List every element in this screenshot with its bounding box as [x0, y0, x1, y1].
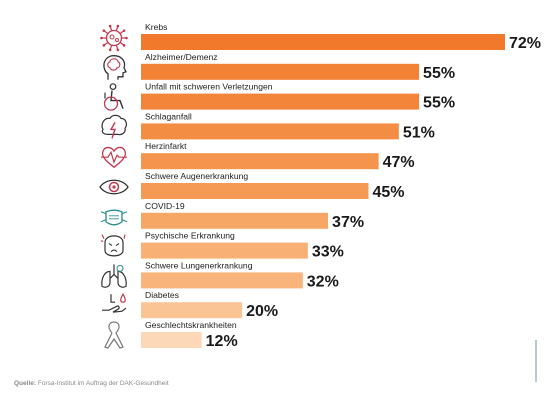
distressed-face-icon: [100, 234, 126, 257]
awareness-ribbon-icon: [104, 321, 124, 349]
bar: [141, 332, 202, 348]
value-label: 33%: [312, 244, 344, 261]
value-label: 51%: [403, 124, 435, 141]
brain-lightning-icon: [101, 114, 127, 139]
category-label: Geschlechtskrankheiten: [145, 320, 237, 330]
source-note: Quelle: Forsa-Institut im Auftrag der DA…: [14, 380, 169, 387]
value-label: 72%: [509, 35, 541, 52]
bar: [141, 212, 329, 229]
bar: [141, 153, 379, 170]
heart-pulse-icon: [101, 146, 127, 169]
bar: [141, 242, 308, 259]
value-label: 32%: [307, 273, 339, 290]
bar: [141, 272, 303, 289]
value-label: 45%: [373, 184, 405, 201]
cancer-cell-icon: [100, 24, 128, 52]
category-label: COVID-19: [145, 201, 185, 211]
category-label: Diabetes: [145, 290, 179, 300]
value-label: 47%: [383, 154, 415, 171]
category-label: Schwere Lungenerkrankung: [145, 260, 253, 270]
value-label: 55%: [423, 65, 455, 82]
category-label: Psychische Erkrankung: [145, 231, 235, 241]
decorative-rule: [535, 340, 537, 382]
source-label: Quelle:: [14, 380, 37, 387]
value-label: 37%: [332, 214, 364, 231]
bar: [141, 34, 505, 50]
category-label: Schlaganfall: [145, 111, 192, 121]
category-label: Schwere Augenerkrankung: [145, 171, 248, 181]
lungs-icon: [101, 264, 127, 288]
bar: [141, 183, 369, 199]
category-label: Krebs: [145, 22, 167, 32]
hand-droplet-icon: [102, 293, 127, 313]
value-label: 55%: [423, 95, 455, 112]
eye-icon: [99, 179, 129, 195]
source-text: Forsa-Institut im Auftrag der DAK-Gesund…: [37, 380, 169, 387]
brain-head-icon: [103, 55, 127, 80]
bar: [141, 123, 399, 140]
value-label: 20%: [246, 303, 278, 320]
bar: [141, 302, 243, 319]
category-label: Unfall mit schweren Verletzungen: [145, 82, 273, 92]
wheelchair-icon: [103, 83, 124, 111]
bar: [141, 63, 420, 80]
category-label: Herzinfarkt: [145, 141, 187, 151]
value-label: 12%: [206, 333, 238, 350]
bar: [141, 93, 420, 110]
face-mask-icon: [100, 209, 128, 226]
category-label: Alzheimer/Demenz: [145, 52, 218, 62]
